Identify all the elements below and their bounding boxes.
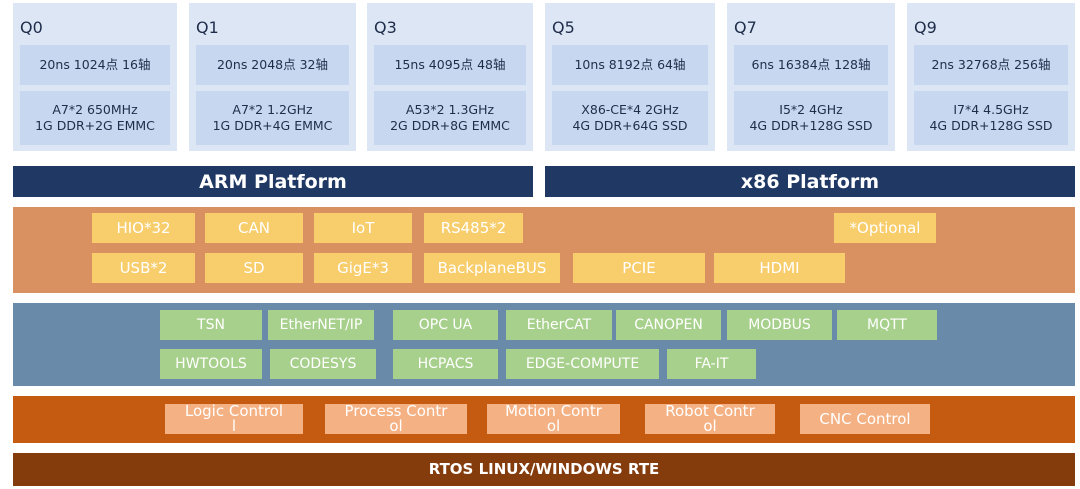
model-title: Q3 (374, 18, 397, 37)
protocol-box: EDGE-COMPUTE (506, 349, 659, 379)
model-spec: 15ns 4095点 48轴 (374, 45, 526, 85)
protocol-box: HCPACS (393, 349, 498, 379)
application-box: Motion Control (487, 404, 620, 434)
interface-box: HDMI (714, 253, 845, 283)
interface-box: USB*2 (92, 253, 195, 283)
model-hardware: A7*2 1.2GHz 1G DDR+4G EMMC (196, 91, 349, 145)
protocol-box: EtherCAT (506, 310, 612, 340)
model-title: Q0 (20, 18, 43, 37)
interface-box: HIO*32 (92, 213, 195, 243)
protocol-box: MQTT (837, 310, 937, 340)
model-hardware: I5*2 4GHz 4G DDR+128G SSD (734, 91, 888, 145)
model-hardware: A53*2 1.3GHz 2G DDR+8G EMMC (374, 91, 526, 145)
hardware-line: 1G DDR+2G EMMC (35, 118, 155, 133)
interface-box: SD (205, 253, 303, 283)
application-box: Robot Control (645, 404, 775, 434)
model-title: Q9 (914, 18, 937, 37)
model-hardware: X86-CE*4 2GHz 4G DDR+64G SSD (552, 91, 708, 145)
interface-box: GigE*3 (314, 253, 412, 283)
model-spec: 20ns 1024点 16轴 (20, 45, 170, 85)
protocol-box: CODESYS (270, 349, 376, 379)
interface-box: RS485*2 (424, 213, 523, 243)
hardware-line: 1G DDR+4G EMMC (212, 118, 333, 133)
model-spec: 20ns 2048点 32轴 (196, 45, 349, 85)
platform-bar: ARM Platform (13, 166, 533, 197)
model-title: Q7 (734, 18, 757, 37)
model-spec: 6ns 16384点 128轴 (734, 45, 888, 85)
interface-box: CAN (205, 213, 303, 243)
protocol-box: HWTOOLS (160, 349, 262, 379)
hardware-line: 4G DDR+64G SSD (572, 118, 688, 133)
model-title: Q1 (196, 18, 219, 37)
application-box: CNC Control (800, 404, 930, 434)
protocol-box: CANOPEN (616, 310, 721, 340)
interface-box: BackplaneBUS (424, 253, 560, 283)
interface-box: IoT (314, 213, 412, 243)
model-title: Q5 (552, 18, 575, 37)
model-hardware: I7*4 4.5GHz 4G DDR+128G SSD (914, 91, 1068, 145)
hardware-line: A7*2 650MHz (52, 102, 138, 117)
platform-bar: x86 Platform (545, 166, 1075, 197)
protocol-box: FA-IT (667, 349, 756, 379)
model-spec: 10ns 8192点 64轴 (552, 45, 708, 85)
protocol-box: EtherNET/IP (268, 310, 374, 340)
hardware-line: A53*2 1.3GHz (405, 102, 495, 117)
hardware-line: 2G DDR+8G EMMC (390, 118, 510, 133)
hardware-line: 4G DDR+128G SSD (749, 118, 873, 133)
protocol-box: MODBUS (727, 310, 832, 340)
interface-box: *Optional (834, 213, 936, 243)
hardware-line: I7*4 4.5GHz (953, 102, 1029, 117)
application-box: Process Control (325, 404, 467, 434)
hardware-line: 4G DDR+128G SSD (929, 118, 1053, 133)
protocol-box: TSN (160, 310, 262, 340)
hardware-line: X86-CE*4 2GHz (581, 102, 679, 117)
interface-box: PCIE (573, 253, 705, 283)
application-box: Logic Controll (165, 404, 303, 434)
model-spec: 2ns 32768点 256轴 (914, 45, 1068, 85)
runtime-bar: RTOS LINUX/WINDOWS RTE (13, 453, 1075, 486)
hardware-line: I5*2 4GHz (779, 102, 843, 117)
hardware-line: A7*2 1.2GHz (232, 102, 313, 117)
model-hardware: A7*2 650MHz 1G DDR+2G EMMC (20, 91, 170, 145)
protocol-box: OPC UA (393, 310, 498, 340)
